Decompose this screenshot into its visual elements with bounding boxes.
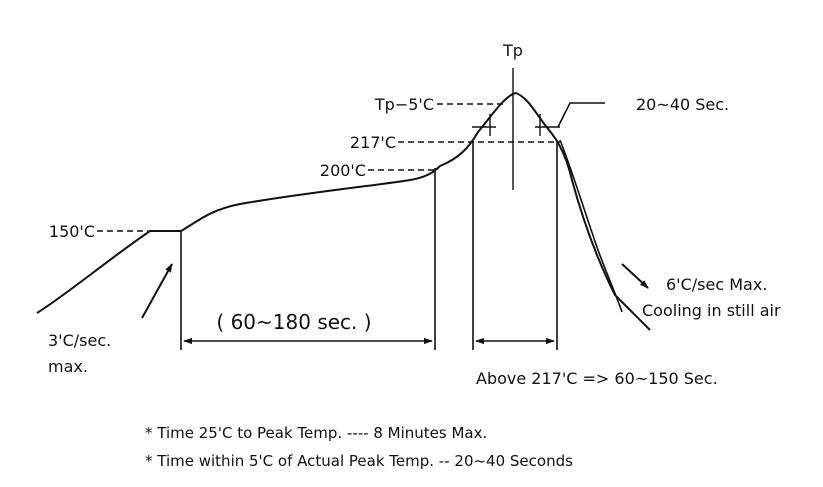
tp-label: Tp: [502, 41, 523, 60]
peak-window-label: 20~40 Sec.: [636, 95, 729, 114]
peak-window-leader-line: [557, 102, 605, 128]
t150-label: 150'C: [49, 222, 95, 241]
cooling-label-line2: Cooling in still air: [642, 301, 781, 320]
ramp-rate-label-line2: max.: [48, 357, 88, 376]
preheat-window-label: ( 60~180 sec. ): [216, 310, 371, 334]
cooling-pointer-arrow: [621, 263, 649, 289]
ramp-rate-pointer-arrow: [141, 263, 173, 319]
cooling-curve-secondary: [559, 139, 623, 313]
above-217-label: Above 217'C => 60~150 Sec.: [476, 369, 718, 388]
ramp-rate-label-line1: 3'C/sec.: [48, 331, 111, 350]
reflow-temperature-curve: [36, 91, 651, 331]
cooling-label-line1: 6'C/sec Max.: [666, 275, 767, 294]
t217-label: 217'C: [350, 133, 396, 152]
t200-label: 200'C: [320, 161, 366, 180]
note-line-1: * Time 25'C to Peak Temp. ---- 8 Minutes…: [145, 424, 487, 442]
tp-minus-5-label: Tp−5'C: [374, 95, 434, 114]
note-line-2: * Time within 5'C of Actual Peak Temp. -…: [145, 452, 573, 470]
